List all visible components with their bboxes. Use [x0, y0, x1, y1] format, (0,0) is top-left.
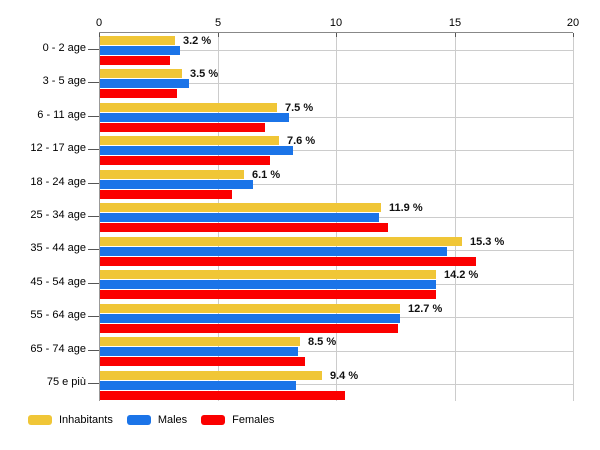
x-tick-mark — [455, 33, 456, 37]
legend-swatch-females-icon — [201, 415, 226, 425]
category-label: 25 - 34 age — [30, 209, 86, 221]
row-gridline — [99, 50, 573, 51]
category-label: 45 - 54 age — [30, 276, 86, 288]
category-label: 6 - 11 age — [37, 109, 86, 121]
legend-swatch-males-icon — [126, 415, 151, 425]
x-tick-mark — [336, 33, 337, 37]
category-label: 0 - 2 age — [42, 42, 86, 54]
value-label: 15.3 % — [470, 236, 505, 248]
bar-males — [99, 381, 296, 390]
legend: Inhabitants Males Females — [28, 414, 274, 426]
x-tick-label: 15 — [448, 17, 462, 29]
bar-females — [99, 56, 170, 65]
bar-inhabitants — [99, 103, 277, 112]
bar-males — [99, 280, 436, 289]
value-label: 9.4 % — [330, 370, 359, 382]
legend-item-females: Females — [201, 414, 274, 426]
x-tick-label: 20 — [566, 17, 580, 29]
bar-females — [99, 123, 265, 132]
category-tick-mark — [88, 350, 99, 351]
bar-males — [99, 46, 180, 55]
bar-inhabitants — [99, 170, 244, 179]
bar-inhabitants — [99, 270, 436, 279]
bar-females — [99, 156, 270, 165]
value-label: 12.7 % — [408, 303, 443, 315]
bar-females — [99, 391, 345, 400]
bar-inhabitants — [99, 237, 462, 246]
legend-item-inhabitants: Inhabitants — [28, 414, 113, 426]
category-tick-mark — [88, 116, 99, 117]
row-gridline — [99, 384, 573, 385]
category-tick-mark — [88, 82, 99, 83]
bar-inhabitants — [99, 36, 175, 45]
bar-males — [99, 213, 379, 222]
legend-label-females: Females — [232, 414, 275, 426]
row-gridline — [99, 83, 573, 84]
category-tick-mark — [88, 283, 99, 284]
plot-area: 3.2 % 3.5 % 7.5 % 7.6 % 6.1 % 11.9 % 15.3 % 14.… — [99, 32, 574, 401]
bar-females — [99, 324, 398, 333]
value-label: 3.2 % — [183, 35, 212, 47]
bar-females — [99, 290, 436, 299]
value-label: 3.5 % — [190, 68, 219, 80]
bar-males — [99, 113, 289, 122]
row-gridline — [99, 117, 573, 118]
row-gridline — [99, 150, 573, 151]
bar-inhabitants — [99, 304, 400, 313]
legend-label-males: Males — [157, 414, 188, 426]
value-label: 7.6 % — [287, 135, 316, 147]
value-label: 11.9 % — [389, 202, 423, 214]
x-tick-label: 10 — [329, 17, 343, 29]
category-tick-mark — [88, 149, 99, 150]
bar-females — [99, 223, 388, 232]
row-gridline — [99, 184, 573, 185]
bar-females — [99, 190, 232, 199]
x-tick-mark — [573, 33, 574, 37]
category-label: 18 - 24 age — [30, 176, 86, 188]
value-label: 6.1 % — [252, 169, 281, 181]
bar-males — [99, 180, 253, 189]
category-tick-mark — [88, 216, 99, 217]
bar-inhabitants — [99, 69, 182, 78]
bar-inhabitants — [99, 136, 279, 145]
x-tick-mark — [218, 33, 219, 37]
bar-inhabitants — [99, 337, 300, 346]
x-tick-label: 5 — [214, 17, 222, 29]
category-label: 65 - 74 age — [30, 343, 86, 355]
legend-swatch-inhabitants-icon — [28, 415, 52, 425]
bar-females — [99, 257, 476, 266]
category-tick-mark — [88, 383, 99, 384]
category-label: 35 - 44 age — [30, 242, 86, 254]
bar-inhabitants — [99, 203, 381, 212]
bar-inhabitants — [99, 371, 322, 380]
bar-males — [99, 347, 298, 356]
bar-males — [99, 79, 189, 88]
category-tick-mark — [88, 49, 99, 50]
category-tick-mark — [88, 249, 99, 250]
x-axis-zero-line — [99, 33, 100, 401]
category-tick-mark — [88, 183, 99, 184]
bar-males — [99, 247, 447, 256]
row-gridline — [99, 351, 573, 352]
bar-females — [99, 357, 305, 366]
x-tick-mark — [99, 33, 100, 37]
bar-males — [99, 314, 400, 323]
x-gridline — [573, 33, 574, 401]
value-label: 14.2 % — [444, 269, 479, 281]
legend-label-inhabitants: Inhabitants — [59, 414, 113, 426]
category-label: 55 - 64 age — [30, 309, 86, 321]
x-tick-label: 0 — [95, 17, 103, 29]
category-label: 12 - 17 age — [30, 142, 86, 154]
value-label: 8.5 % — [308, 336, 337, 348]
value-label: 7.5 % — [285, 102, 314, 114]
bar-females — [99, 89, 177, 98]
category-tick-mark — [88, 316, 99, 317]
category-label: 3 - 5 age — [42, 75, 86, 87]
legend-item-males: Males — [126, 414, 188, 426]
category-label: 75 e più — [46, 376, 86, 388]
bar-males — [99, 146, 293, 155]
